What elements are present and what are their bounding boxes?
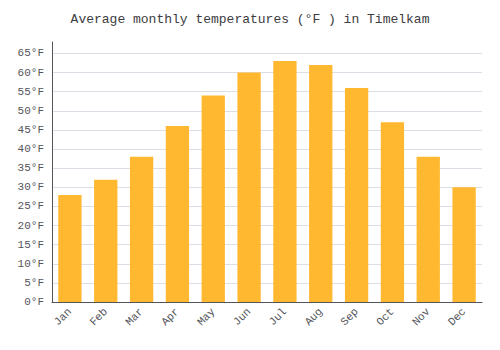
svg-text:15°F: 15°F — [18, 239, 44, 251]
svg-text:Apr: Apr — [159, 306, 181, 328]
svg-text:May: May — [195, 305, 218, 328]
svg-text:Oct: Oct — [374, 306, 396, 328]
svg-text:5°F: 5°F — [24, 277, 44, 289]
svg-text:Sep: Sep — [338, 306, 360, 328]
svg-text:25°F: 25°F — [18, 200, 44, 212]
svg-text:45°F: 45°F — [18, 124, 44, 136]
svg-text:60°F: 60°F — [18, 67, 44, 79]
svg-text:Mar: Mar — [123, 306, 145, 328]
svg-text:10°F: 10°F — [18, 258, 44, 270]
svg-text:Nov: Nov — [410, 305, 433, 328]
svg-text:0°F: 0°F — [24, 296, 44, 308]
svg-text:55°F: 55°F — [18, 86, 44, 98]
svg-text:35°F: 35°F — [18, 162, 44, 174]
svg-text:Jul: Jul — [267, 306, 289, 328]
svg-text:65°F: 65°F — [18, 47, 44, 59]
svg-text:Jan: Jan — [52, 306, 74, 328]
svg-text:20°F: 20°F — [18, 220, 44, 232]
svg-text:40°F: 40°F — [18, 143, 44, 155]
svg-text:Feb: Feb — [88, 306, 110, 328]
svg-text:Aug: Aug — [303, 306, 325, 328]
svg-text:Dec: Dec — [446, 306, 468, 328]
svg-text:Average monthly temperatures (: Average monthly temperatures (°F ) in Ti… — [71, 12, 430, 27]
svg-text:50°F: 50°F — [18, 105, 44, 117]
svg-text:30°F: 30°F — [18, 181, 44, 193]
svg-text:Jun: Jun — [231, 306, 253, 328]
